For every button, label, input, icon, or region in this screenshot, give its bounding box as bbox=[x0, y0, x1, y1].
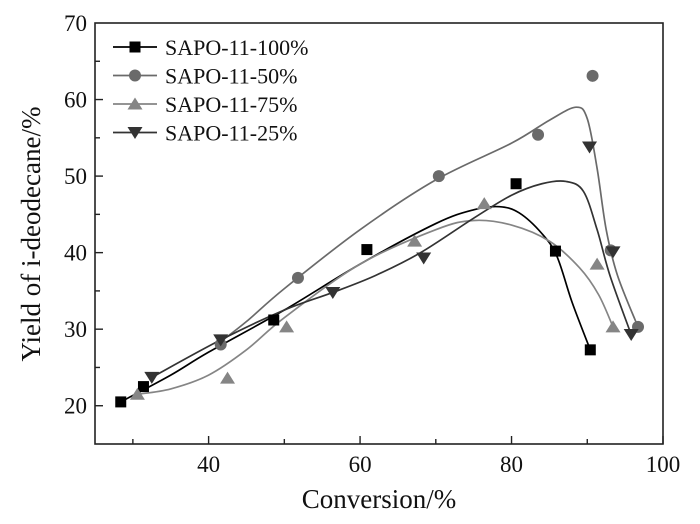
data-point bbox=[532, 128, 545, 141]
legend-marker-circle bbox=[129, 69, 141, 82]
plot-frame bbox=[94, 22, 664, 445]
y-tick-label: 50 bbox=[64, 164, 87, 189]
data-point bbox=[279, 320, 295, 333]
legend-label: SAPO-11-100% bbox=[165, 35, 308, 60]
data-point bbox=[361, 244, 373, 256]
data-point bbox=[213, 334, 229, 347]
fit-curve-SAPO-11-100% bbox=[120, 205, 592, 403]
legend-label: SAPO-11-25% bbox=[165, 121, 297, 146]
y-tick-label: 20 bbox=[64, 394, 87, 419]
data-point bbox=[268, 314, 280, 326]
legend-marker-triangle-down bbox=[127, 127, 143, 139]
x-tick-label: 80 bbox=[500, 452, 523, 477]
legend-marker-triangle-up bbox=[127, 97, 143, 110]
data-point bbox=[407, 234, 423, 247]
data-point bbox=[589, 257, 605, 270]
data-point bbox=[510, 178, 522, 190]
data-point bbox=[129, 387, 145, 400]
y-axis-label: Yield of i-deodecane/% bbox=[16, 107, 46, 362]
data-point bbox=[605, 246, 621, 259]
data-point bbox=[584, 344, 596, 356]
legend-marker-square bbox=[129, 41, 141, 53]
fit-curve-SAPO-11-50% bbox=[219, 106, 639, 343]
data-point bbox=[115, 396, 127, 408]
data-point bbox=[291, 271, 304, 284]
data-point bbox=[605, 320, 621, 333]
data-point bbox=[582, 141, 598, 154]
x-tick-label: 40 bbox=[197, 452, 220, 477]
y-tick-label: 30 bbox=[64, 317, 87, 342]
data-point bbox=[476, 197, 492, 210]
legend-label: SAPO-11-50% bbox=[165, 64, 297, 89]
legend-label: SAPO-11-75% bbox=[165, 92, 297, 117]
data-point bbox=[325, 286, 341, 299]
data-point bbox=[432, 170, 445, 183]
data-point bbox=[623, 329, 639, 342]
data-point bbox=[416, 252, 432, 265]
y-tick-label: 70 bbox=[64, 11, 87, 36]
fit-curve-SAPO-11-75% bbox=[137, 219, 614, 396]
data-point bbox=[137, 381, 149, 393]
data-point bbox=[144, 371, 160, 384]
data-point bbox=[586, 69, 599, 82]
data-point bbox=[220, 371, 236, 384]
y-tick-label: 60 bbox=[64, 88, 87, 113]
x-tick-label: 100 bbox=[646, 452, 681, 477]
y-tick-label: 40 bbox=[64, 241, 87, 266]
x-axis-label: Conversion/% bbox=[302, 484, 457, 514]
data-point bbox=[549, 245, 561, 257]
x-tick-label: 60 bbox=[349, 452, 372, 477]
